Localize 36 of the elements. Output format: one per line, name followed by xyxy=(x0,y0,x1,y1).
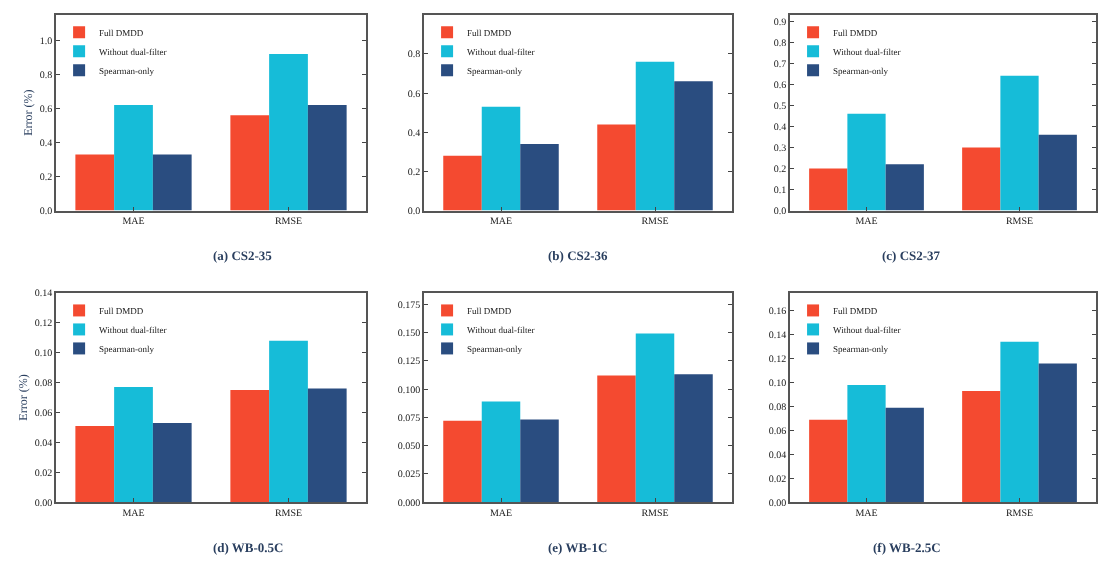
bar xyxy=(443,155,482,211)
bar xyxy=(481,106,521,211)
bar xyxy=(1038,363,1077,503)
bar xyxy=(307,105,347,211)
bar xyxy=(152,154,192,211)
bar xyxy=(962,147,1001,211)
bar xyxy=(635,333,675,503)
bar xyxy=(481,401,521,503)
bar xyxy=(674,374,713,503)
bar xyxy=(443,420,482,503)
bar xyxy=(520,144,559,211)
bar xyxy=(520,419,559,503)
bar xyxy=(152,422,192,503)
bar xyxy=(809,168,848,211)
bar xyxy=(269,53,308,211)
bar xyxy=(674,81,713,211)
bar xyxy=(962,390,1001,503)
bar xyxy=(847,113,886,211)
bar xyxy=(635,61,675,211)
bar xyxy=(114,105,153,211)
bar xyxy=(75,425,115,503)
bar xyxy=(885,407,924,503)
bar xyxy=(597,375,636,503)
bar xyxy=(1000,341,1039,503)
bar xyxy=(885,164,924,211)
bar xyxy=(230,390,270,503)
bar xyxy=(809,419,848,503)
bar xyxy=(75,154,115,211)
bar xyxy=(307,388,347,503)
bar xyxy=(1038,134,1077,211)
bar xyxy=(597,124,636,211)
bar xyxy=(847,384,886,503)
bar xyxy=(230,115,270,211)
bar xyxy=(269,340,308,503)
bar xyxy=(1000,75,1039,211)
bar xyxy=(114,387,153,503)
